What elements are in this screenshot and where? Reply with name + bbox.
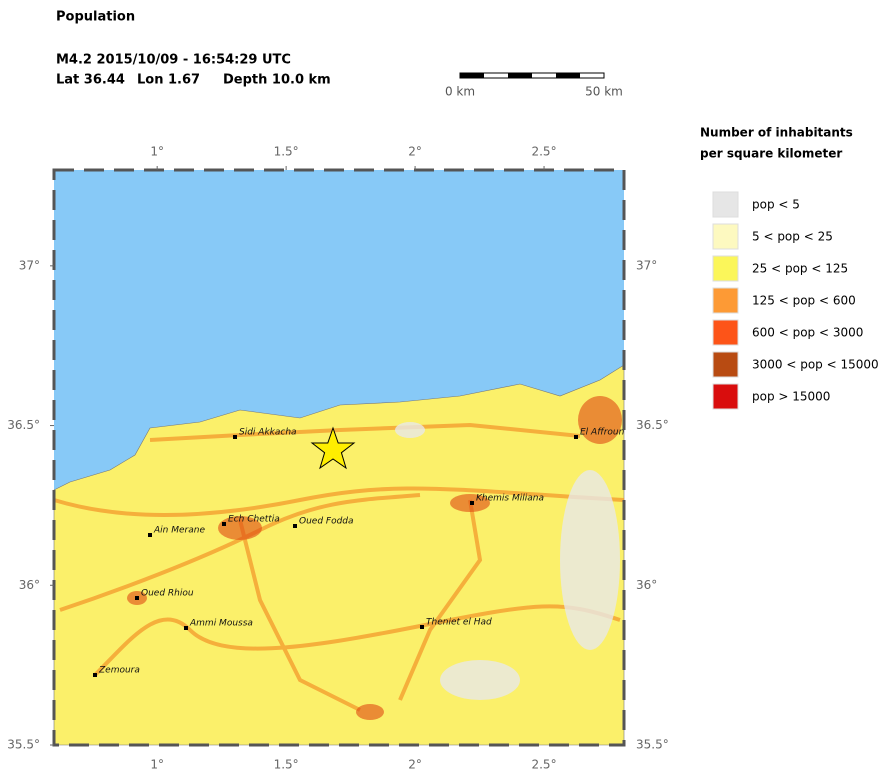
y-tick-label: 37° xyxy=(636,258,657,272)
legend-swatch xyxy=(712,223,739,250)
city-label: Oued Fodda xyxy=(299,517,354,527)
title: Population xyxy=(56,10,135,25)
city-marker xyxy=(148,533,152,537)
legend-swatch xyxy=(712,319,739,346)
city-marker xyxy=(470,501,474,505)
city-label: Ech Chettia xyxy=(228,515,280,525)
scale-bar: 0 km 50 km xyxy=(445,72,623,99)
scale-start: 0 km xyxy=(445,85,475,99)
y-tick-label: 36.5° xyxy=(636,418,669,432)
city-marker xyxy=(574,435,578,439)
city-marker xyxy=(293,524,297,528)
y-tick-label: 35.5° xyxy=(636,738,669,752)
city-marker xyxy=(222,522,226,526)
scale-end: 50 km xyxy=(585,85,623,99)
legend-swatch xyxy=(712,255,739,282)
x-tick-label: 1.5° xyxy=(274,145,299,159)
city-marker xyxy=(233,435,237,439)
sparse-areas xyxy=(395,422,620,700)
legend-label: 125 < pop < 600 xyxy=(752,294,856,308)
x-tick-label: 2° xyxy=(408,145,422,159)
x-tick-label: 1° xyxy=(150,145,164,159)
depth: Depth 10.0 km xyxy=(223,73,331,88)
urban-areas xyxy=(127,396,622,720)
legend: Number of inhabitants per square kilomet… xyxy=(700,126,879,410)
y-tick-label: 36° xyxy=(636,578,657,592)
y-tick-label: 36° xyxy=(19,578,40,592)
map: Sidi Akkacha El Affroun Khemis Miliana Ech … xyxy=(52,168,626,747)
legend-swatch xyxy=(712,383,739,410)
city-label: Ammi Moussa xyxy=(189,619,253,629)
city-label: Sidi Akkacha xyxy=(239,428,297,438)
city-label: Theniet el Had xyxy=(426,618,492,628)
city-label: Oued Rhiou xyxy=(141,589,194,599)
legend-label: 600 < pop < 3000 xyxy=(752,326,863,340)
x-tick-label: 2.5° xyxy=(531,145,556,159)
legend-label: 3000 < pop < 15000 xyxy=(752,358,879,372)
legend-label: pop < 5 xyxy=(752,198,800,212)
x-tick-label: 2° xyxy=(408,758,422,772)
city-label: Zemoura xyxy=(98,666,140,676)
epicenter xyxy=(310,426,356,470)
x-tick-label: 1° xyxy=(150,758,164,772)
legend-title: Number of inhabitants xyxy=(700,126,853,140)
legend-swatch xyxy=(712,287,739,314)
legend-label: 25 < pop < 125 xyxy=(752,262,848,276)
city-label: El Affroun xyxy=(580,428,625,438)
y-tick-label: 37° xyxy=(19,258,40,272)
city-marker xyxy=(135,596,139,600)
city-marker xyxy=(184,626,188,630)
city-marker xyxy=(420,625,424,629)
city-marker xyxy=(93,673,97,677)
y-tick-label: 36.5° xyxy=(7,418,40,432)
city-label: Khemis Miliana xyxy=(476,494,544,504)
legend-label: pop > 15000 xyxy=(752,390,830,404)
lat: Lat 36.44 xyxy=(56,73,125,88)
legend-swatch xyxy=(712,191,739,218)
legend-label: 5 < pop < 25 xyxy=(752,230,833,244)
lon: Lon 1.67 xyxy=(137,73,200,88)
x-tick-label: 1.5° xyxy=(274,758,299,772)
legend-swatch xyxy=(712,351,739,378)
y-tick-label: 35.5° xyxy=(7,738,40,752)
legend-title: per square kilometer xyxy=(700,147,842,161)
city-label: Ain Merane xyxy=(153,526,205,536)
event: M4.2 2015/10/09 - 16:54:29 UTC xyxy=(56,53,291,68)
map-frame xyxy=(52,168,626,747)
x-tick-label: 2.5° xyxy=(531,758,556,772)
